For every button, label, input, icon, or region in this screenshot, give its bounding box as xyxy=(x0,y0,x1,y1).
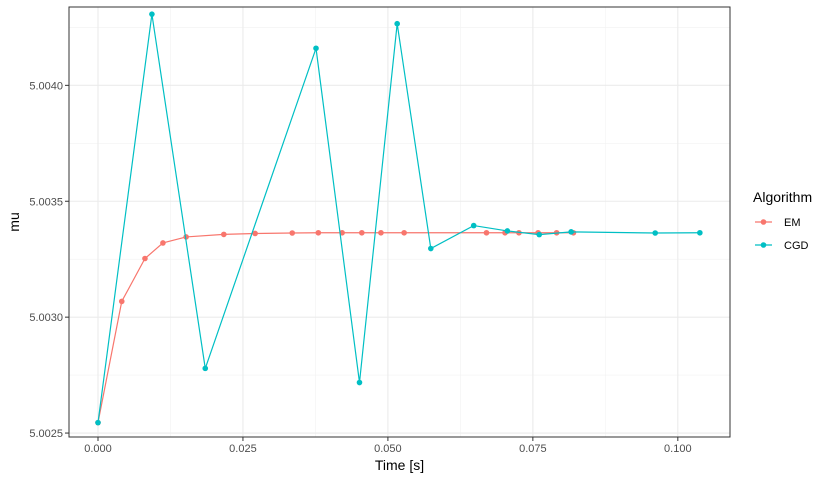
data-point-cgd xyxy=(356,379,363,386)
data-point-em xyxy=(401,229,407,236)
data-point-cgd xyxy=(313,45,319,52)
legend: Algorithm EM CGD xyxy=(753,189,812,252)
data-point-cgd xyxy=(504,228,511,234)
x-tick-label: 0.025 xyxy=(229,443,257,455)
grid-major xyxy=(69,7,730,437)
data-point-cgd xyxy=(470,222,477,229)
y-axis: 5.0025 5.0030 5.0035 5.0040 xyxy=(29,80,69,440)
data-point-cgd xyxy=(536,231,543,238)
panel-background xyxy=(69,7,730,437)
data-point-cgd xyxy=(149,11,155,17)
data-point-cgd xyxy=(95,419,101,426)
data-point-em xyxy=(483,229,490,236)
legend-item-em: EM xyxy=(755,217,801,229)
grid-minor xyxy=(69,7,730,437)
x-tick-label: 0.075 xyxy=(519,443,547,455)
y-tick-label: 5.0030 xyxy=(29,312,63,324)
data-point-em xyxy=(359,229,365,236)
data-point-cgd xyxy=(652,230,659,236)
x-tick-label: 0.100 xyxy=(664,443,692,455)
legend-key-point xyxy=(760,219,767,225)
y-tick-label: 5.0035 xyxy=(29,196,63,208)
legend-key-point xyxy=(760,242,767,248)
legend-item-cgd: CGD xyxy=(755,240,809,252)
x-axis: 0.000 0.025 0.050 0.075 0.100 xyxy=(84,437,692,455)
series-cgd xyxy=(95,11,703,426)
data-point-em xyxy=(118,298,125,305)
data-point-em xyxy=(289,230,296,236)
data-point-em xyxy=(160,240,166,246)
data-point-em xyxy=(315,229,322,236)
data-point-em xyxy=(221,231,227,238)
data-point-em xyxy=(252,230,258,237)
data-point-cgd xyxy=(568,229,574,235)
data-point-em xyxy=(378,229,384,236)
y-tick-label: 5.0040 xyxy=(29,80,63,92)
data-point-cgd xyxy=(394,20,400,27)
legend-title: Algorithm xyxy=(753,189,812,205)
data-point-em xyxy=(142,255,148,262)
data-point-cgd xyxy=(428,245,434,252)
legend-label: EM xyxy=(784,217,801,229)
x-axis-title: Time [s] xyxy=(375,457,424,473)
data-point-cgd xyxy=(697,229,703,236)
series-layer xyxy=(95,11,703,426)
x-tick-label: 0.000 xyxy=(84,443,112,455)
y-axis-title: mu xyxy=(6,212,22,231)
x-tick-label: 0.050 xyxy=(374,443,402,455)
panel-border xyxy=(68,6,731,438)
legend-label: CGD xyxy=(784,240,809,252)
data-point-cgd xyxy=(202,365,209,372)
y-tick-label: 5.0025 xyxy=(29,428,63,440)
